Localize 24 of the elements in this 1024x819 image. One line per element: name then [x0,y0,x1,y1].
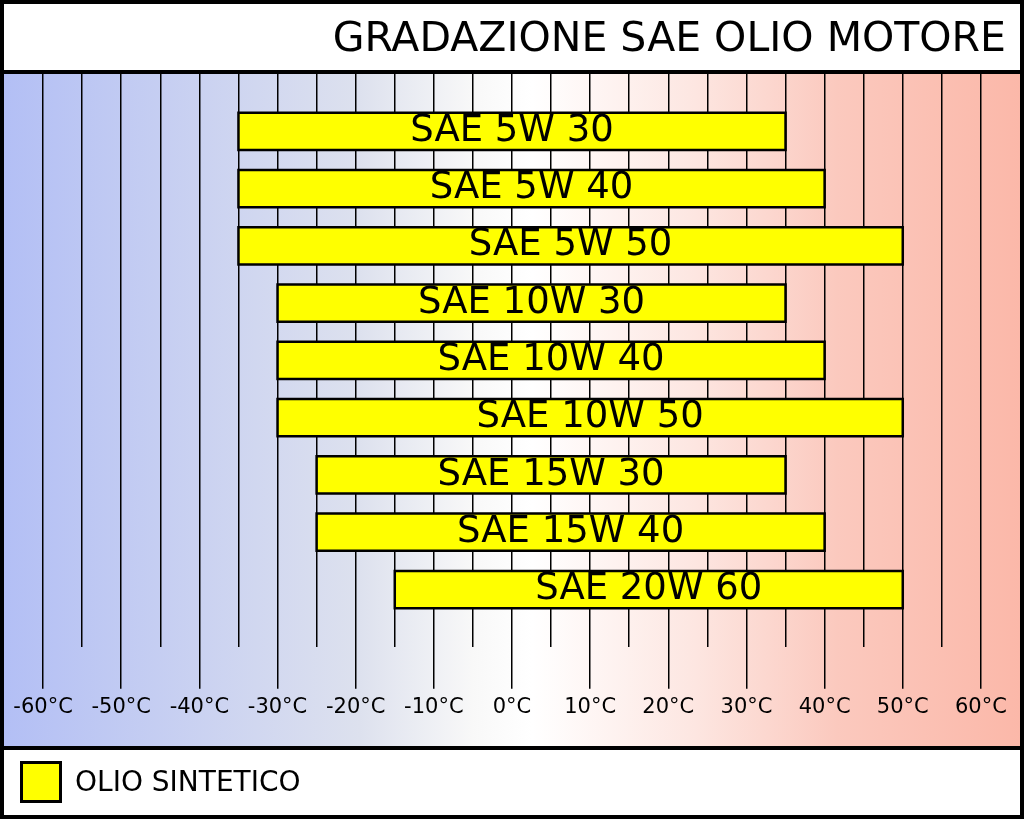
y-tick-label: SAE 5W 50 [468,221,673,265]
x-tick-label: -60°C [13,693,73,718]
text: OLIO SINTETICO [75,765,301,799]
y-tick-label: SAE 15W 40 [457,507,685,551]
x-tick-label: 20°C [642,693,695,718]
x-tick-label: 10°C [564,693,617,718]
y-tick-label: SAE 15W 30 [437,450,665,494]
x-tick-label: 40°C [798,693,851,718]
y-tick-label: SAE 20W 60 [535,565,763,609]
y-tick-label: SAE 5W 40 [429,164,634,208]
y-tick-label: SAE 10W 40 [437,336,665,380]
x-tick-label: -30°C [247,693,308,718]
chart-title: GRADAZIONE SAE OLIO MOTORE [332,12,1006,62]
x-tick-label: 0°C [492,693,532,718]
x-tick-label: 30°C [720,693,773,718]
x-tick-label: 50°C [876,693,929,718]
x-tick-label: -20°C [325,693,386,718]
y-tick-label: SAE 5W 30 [410,106,614,150]
x-tick-label: -10°C [404,693,464,718]
x-tick-label: 60°C [954,693,1007,718]
x-tick-label: -50°C [91,693,151,718]
x-tick-label: -40°C [169,693,230,718]
y-tick-label: SAE 10W 50 [476,393,704,437]
y-tick-label: SAE 10W 30 [417,278,646,322]
